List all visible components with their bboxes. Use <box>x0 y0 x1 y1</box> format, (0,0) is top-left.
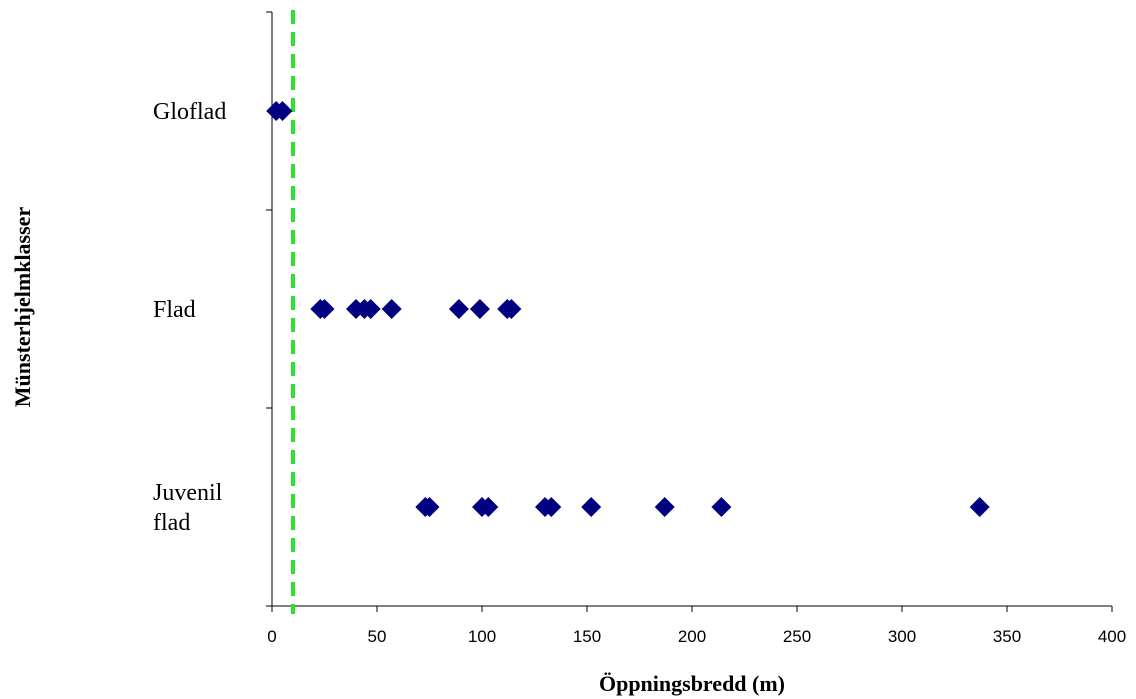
data-point <box>711 497 732 517</box>
data-point <box>419 497 440 517</box>
x-tick-label: 350 <box>993 627 1021 646</box>
y-axis-title: Münsterhjelmklasser <box>10 207 35 408</box>
data-point <box>448 299 469 319</box>
data-point <box>541 497 562 517</box>
data-point <box>969 497 990 517</box>
x-tick-label: 250 <box>783 627 811 646</box>
data-point <box>381 299 402 319</box>
category-label: Gloflad <box>153 99 226 125</box>
data-point <box>360 299 381 319</box>
data-point <box>314 299 335 319</box>
x-tick-label: 400 <box>1098 627 1126 646</box>
x-tick-label: 100 <box>468 627 496 646</box>
plot-area: 0 50 100 150 200 250 300 350 400 Gloflad Flad Juven… <box>153 10 1126 646</box>
x-tick-label: 50 <box>368 627 387 646</box>
data-point <box>654 497 675 517</box>
data-point <box>581 497 602 517</box>
x-tick-label: 200 <box>678 627 706 646</box>
data-point <box>272 101 293 121</box>
x-axis-title: Öppningsbredd (m) <box>599 671 785 696</box>
data-point <box>501 299 522 319</box>
category-label: Flad <box>153 297 196 323</box>
x-tick-label: 0 <box>267 627 276 646</box>
data-point <box>469 299 490 319</box>
x-tick-label: 150 <box>573 627 601 646</box>
category-label: flad <box>153 510 190 536</box>
category-label: Juvenil <box>153 480 223 506</box>
x-tick-label: 300 <box>888 627 916 646</box>
data-point <box>478 497 499 517</box>
